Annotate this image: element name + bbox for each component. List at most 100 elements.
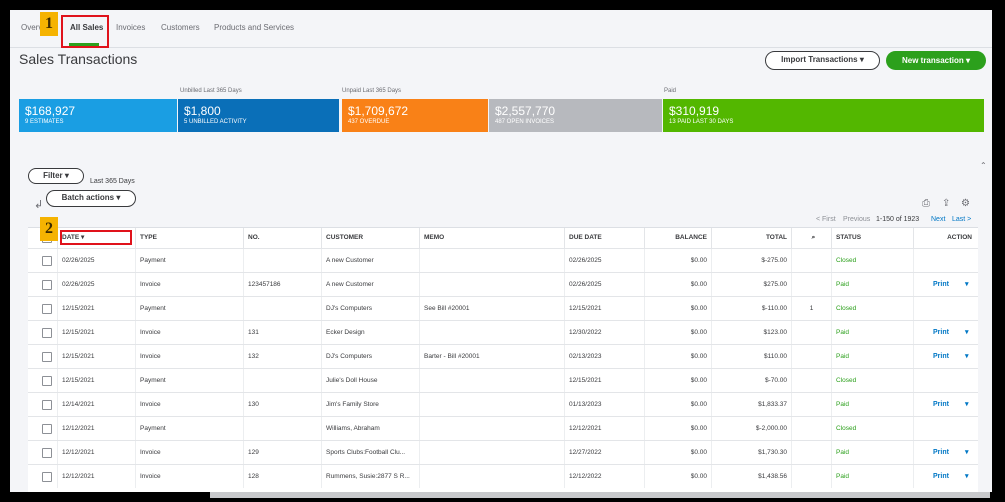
print-action-label: Print <box>933 473 949 480</box>
print-action-link[interactable]: Print <box>933 321 949 344</box>
cell-type: Payment <box>136 297 244 320</box>
pager-next[interactable]: Next <box>931 216 946 223</box>
col-memo[interactable]: MEMO <box>420 228 565 248</box>
table-row[interactable]: 02/26/2025 Payment A new Customer 02/26/202… <box>28 248 978 272</box>
cell-due-date: 12/15/2021 <box>565 297 645 320</box>
row-checkbox[interactable] <box>42 424 52 434</box>
col-action: ACTION <box>947 234 972 241</box>
print-action-link[interactable]: Print <box>933 345 949 368</box>
row-checkbox[interactable] <box>42 400 52 410</box>
col-customer[interactable]: CUSTOMER <box>322 228 420 248</box>
col-type[interactable]: TYPE <box>136 228 244 248</box>
cell-select <box>28 465 58 488</box>
tab-invoices[interactable]: Invoices <box>116 23 146 32</box>
cell-select <box>28 297 58 320</box>
table-row[interactable]: 12/15/2021 Invoice 132 DJ's Computers Barter… <box>28 344 978 368</box>
cell-no <box>244 249 322 272</box>
print-action-link[interactable]: Print <box>933 273 949 296</box>
cell-select <box>28 321 58 344</box>
col-date[interactable]: DATE ▾ <box>58 228 136 248</box>
pager-previous[interactable]: Previous <box>843 216 871 223</box>
open-invoices-segment[interactable]: $2,557,770 487 OPEN INVOICES <box>489 99 662 132</box>
cell-type: Invoice <box>136 273 244 296</box>
cell-status: Paid <box>832 321 914 344</box>
col-total[interactable]: TOTAL <box>712 228 792 248</box>
col-status[interactable]: STATUS <box>832 228 914 248</box>
caret-down-icon[interactable]: ▾ <box>965 449 969 456</box>
settings-gear-icon[interactable]: ⚙ <box>961 198 970 209</box>
new-transaction-button[interactable]: New transaction ▾ <box>886 51 986 70</box>
batch-actions-button[interactable]: Batch actions ▾ <box>46 190 136 207</box>
print-action-link[interactable]: Print <box>933 465 949 488</box>
print-action-link[interactable]: Print <box>933 393 949 416</box>
page-title: Sales Transactions <box>19 51 138 67</box>
cell-attachments <box>792 441 832 464</box>
table-row[interactable]: 02/26/2025 Invoice 123457186 A new Customer… <box>28 272 978 296</box>
estimates-segment[interactable]: $168,927 9 ESTIMATES <box>19 99 177 132</box>
row-checkbox[interactable] <box>42 376 52 386</box>
cell-due-date: 12/12/2022 <box>565 465 645 488</box>
highlight-date-header <box>60 230 132 245</box>
cell-balance: $0.00 <box>645 465 712 488</box>
tab-customers[interactable]: Customers <box>161 23 200 32</box>
print-action-label: Print <box>933 329 949 336</box>
caret-down-icon[interactable]: ▾ <box>965 281 969 288</box>
cell-type: Invoice <box>136 465 244 488</box>
cell-total: $-110.00 <box>712 297 792 320</box>
cell-no: 128 <box>244 465 322 488</box>
table-row[interactable]: 12/12/2021 Invoice 129 Sports Clubs:Footbal… <box>28 440 978 464</box>
cell-status: Paid <box>832 345 914 368</box>
cell-no: 132 <box>244 345 322 368</box>
table-row[interactable]: 12/14/2021 Invoice 130 Jim's Family Store 01… <box>28 392 978 416</box>
scroll-up-icon[interactable]: ⌃ <box>980 161 987 170</box>
row-checkbox[interactable] <box>42 256 52 266</box>
horizontal-scrollbar[interactable] <box>210 492 990 498</box>
cell-no <box>244 297 322 320</box>
cell-balance: $0.00 <box>645 249 712 272</box>
cell-total: $275.00 <box>712 273 792 296</box>
row-checkbox[interactable] <box>42 472 52 482</box>
table-row[interactable]: 12/12/2021 Payment Williams, Abraham 12/12/… <box>28 416 978 440</box>
cell-due-date: 12/12/2021 <box>565 417 645 440</box>
cell-balance: $0.00 <box>645 273 712 296</box>
caret-down-icon[interactable]: ▾ <box>965 353 969 360</box>
cell-no: 123457186 <box>244 273 322 296</box>
caret-down-icon[interactable]: ▾ <box>965 401 969 408</box>
table-row[interactable]: 12/12/2021 Invoice 128 Rummens, Susie:2877 … <box>28 464 978 488</box>
tab-overview[interactable]: Overv <box>21 23 43 32</box>
attachment-icon: ⌕ <box>811 234 816 241</box>
cell-no <box>244 369 322 392</box>
tab-all-sales[interactable]: All Sales <box>70 23 104 32</box>
import-transactions-button[interactable]: Import Transactions ▾ <box>765 51 880 70</box>
cell-date: 12/15/2021 <box>58 345 136 368</box>
cell-customer: DJ's Computers <box>322 345 420 368</box>
cell-customer: Jim's Family Store <box>322 393 420 416</box>
row-checkbox[interactable] <box>42 448 52 458</box>
row-checkbox[interactable] <box>42 328 52 338</box>
paid-segment[interactable]: $310,919 13 PAID LAST 30 DAYS <box>663 99 984 132</box>
pager-first[interactable]: < First <box>816 216 836 223</box>
table-row[interactable]: 12/15/2021 Payment Julie's Doll House 12/15… <box>28 368 978 392</box>
col-no[interactable]: NO. <box>244 228 322 248</box>
export-icon[interactable]: ⇪ <box>942 198 951 209</box>
overdue-segment[interactable]: $1,709,672 437 OVERDUE <box>342 99 488 132</box>
unbilled-segment[interactable]: $1,800 5 UNBILLED ACTIVITY <box>178 99 339 132</box>
col-due-date[interactable]: DUE DATE <box>565 228 645 248</box>
row-checkbox[interactable] <box>42 304 52 314</box>
table-row[interactable]: 12/15/2021 Invoice 131 Ecker Design 12/30/20… <box>28 320 978 344</box>
print-icon[interactable]: ⎙ <box>922 198 930 209</box>
row-checkbox[interactable] <box>42 280 52 290</box>
caret-down-icon[interactable]: ▾ <box>965 473 969 480</box>
table-row[interactable]: 12/15/2021 Payment DJ's Computers See Bill … <box>28 296 978 320</box>
cell-status: Paid <box>832 465 914 488</box>
tab-products-services[interactable]: Products and Services <box>214 23 295 32</box>
pager-last[interactable]: Last > <box>952 216 972 223</box>
cell-memo: Barter - Bill #20001 <box>420 345 565 368</box>
col-balance[interactable]: BALANCE <box>645 228 712 248</box>
row-checkbox[interactable] <box>42 352 52 362</box>
cell-attachments <box>792 345 832 368</box>
filter-button[interactable]: Filter ▾ <box>28 168 84 184</box>
print-action-link[interactable]: Print <box>933 441 949 464</box>
cell-status: Closed <box>832 297 914 320</box>
caret-down-icon[interactable]: ▾ <box>965 329 969 336</box>
